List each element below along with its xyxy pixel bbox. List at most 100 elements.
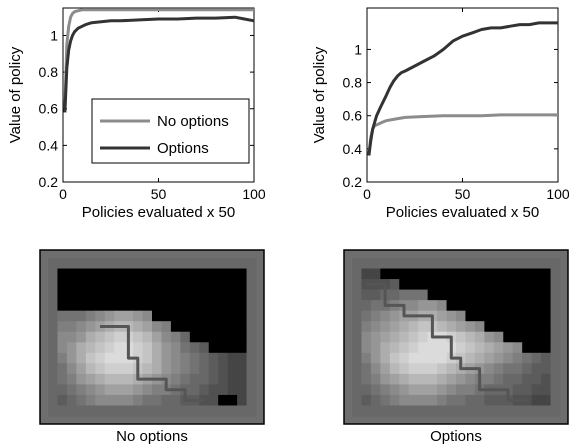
map-cell [503,310,514,322]
map-cell [246,394,257,406]
map-cell [389,258,400,270]
map-cell [57,352,68,364]
map-cell [541,321,552,333]
map-cell [133,268,144,280]
map-cell [227,310,238,322]
y-tick-label: 0.6 [343,108,363,124]
map-cell [189,352,200,364]
map-cell [95,373,106,385]
map-cell [95,289,106,301]
map-cell [104,342,115,354]
y-tick-label: 0.4 [343,141,363,157]
map-cell [474,268,485,280]
map-cell [227,258,238,270]
map-cell [352,300,362,312]
map-cell [161,289,172,301]
map-cell [246,331,257,343]
map-cell [456,384,466,396]
map-cell [437,384,448,396]
map-cell [189,405,200,417]
map-cell [199,258,210,270]
map-cell [427,289,438,301]
map-cell [152,363,162,375]
map-cell [437,289,448,301]
map-cell [389,289,400,301]
map-cell [484,268,495,280]
y-tick-label: 0.2 [39,174,59,190]
map-cell [522,373,533,385]
gridworld-map-no-options [39,249,265,425]
map-cell [550,300,561,312]
map-cell [408,363,419,375]
map-cell [208,289,219,301]
map-cell [446,268,457,280]
map-cell [57,310,68,322]
map-cell [465,352,476,364]
map-cell [446,279,457,291]
map-cell [237,394,248,406]
map-cell [361,268,372,280]
map-cell [104,300,115,312]
map-cell [152,321,162,333]
map-cell [152,384,162,396]
map-cell [380,331,391,343]
map-cell [218,405,229,417]
map-cell [437,363,448,375]
map-cell [522,384,533,396]
map-cell [503,321,514,333]
map-cell [361,300,372,312]
map-cell [399,258,410,270]
map-cell [512,279,523,291]
map-cell [76,373,87,385]
map-cell [550,363,561,375]
map-cell [114,342,125,354]
map-cell [57,373,68,385]
map-cell [437,279,448,291]
map-cell [456,342,466,354]
map-cell [199,342,210,354]
map-cell [161,331,172,343]
map-cell [446,258,457,270]
map-cell [389,352,400,364]
map-cell [180,289,191,301]
map-cell [474,352,485,364]
map-cell [522,321,533,333]
map-cell [418,279,429,291]
map-cell [95,279,106,291]
map-cell [427,268,438,280]
map-cell [389,363,400,375]
map-cell [408,331,419,343]
map-cell [493,310,504,322]
map-cell [57,258,68,270]
map-cell [541,268,552,280]
map-cell [531,321,542,333]
map-cell [66,342,77,354]
map-cell [370,321,381,333]
x-axis-label: Policies evaluated x 50 [82,204,235,221]
map-cell [104,394,115,406]
map-cell [437,268,448,280]
map-cell [152,310,162,322]
map-cell [418,394,429,406]
map-cell [456,300,466,312]
map-cell [180,331,191,343]
map-cell [541,342,552,354]
map-cell [66,373,77,385]
map-cell [85,342,96,354]
map-cell [531,342,542,354]
map-cell [161,405,172,417]
map-cell [246,258,257,270]
x-tick-label: 0 [363,186,371,202]
map-cell [446,310,457,322]
map-cell [446,321,457,333]
map-cell [218,394,229,406]
map-cell [66,300,77,312]
map-cell [114,363,125,375]
map-cell [503,405,514,417]
map-cell [352,279,362,291]
map-cell [522,394,533,406]
map-cell [48,373,58,385]
map-cell [227,289,238,301]
map-cell [76,394,87,406]
map-cell [437,394,448,406]
